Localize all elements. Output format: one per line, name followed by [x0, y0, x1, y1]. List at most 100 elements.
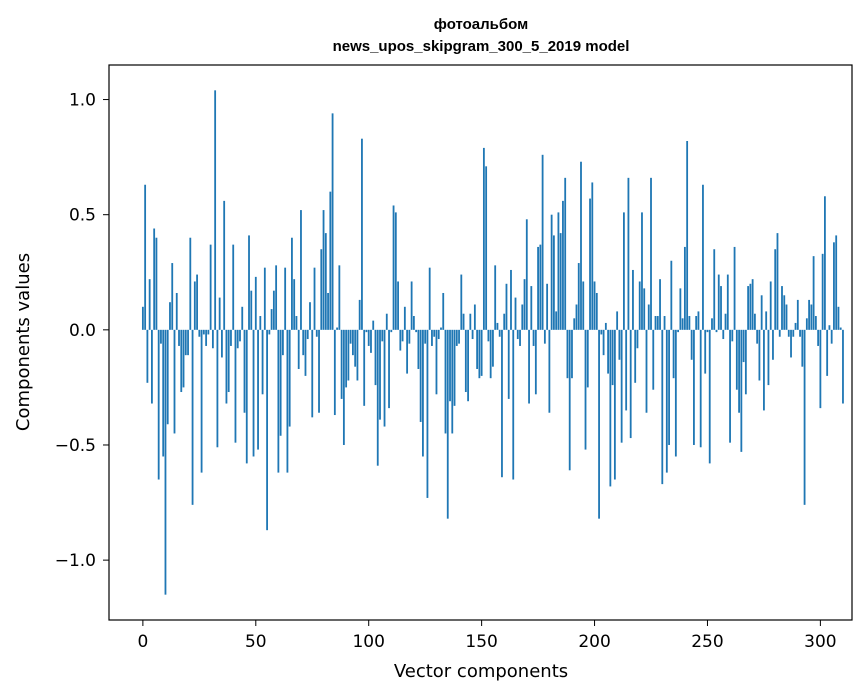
bar — [417, 329, 420, 369]
bar — [286, 329, 289, 473]
bar — [505, 283, 508, 330]
bar — [742, 329, 745, 363]
bar — [794, 322, 797, 330]
bar — [582, 281, 585, 330]
bar — [821, 253, 824, 330]
bar — [268, 329, 271, 335]
bar — [593, 281, 596, 330]
bar — [720, 286, 722, 330]
bar — [591, 182, 594, 330]
bar — [808, 299, 810, 330]
bar — [374, 329, 377, 386]
bar — [397, 281, 399, 330]
bar — [837, 306, 840, 330]
bar — [333, 329, 336, 416]
bar — [354, 329, 357, 367]
bar — [613, 329, 616, 480]
bar — [207, 329, 210, 335]
bar — [225, 329, 228, 404]
bar — [356, 329, 359, 381]
bar — [575, 304, 578, 330]
bar — [313, 267, 316, 330]
bar — [205, 329, 208, 346]
bar — [487, 329, 490, 342]
bar — [173, 329, 176, 434]
bar — [602, 329, 605, 356]
bar — [706, 329, 709, 333]
bar — [769, 281, 772, 330]
bar — [634, 329, 637, 383]
bar — [665, 329, 668, 473]
bar — [202, 329, 205, 335]
bar — [783, 295, 786, 330]
bar — [514, 297, 517, 330]
bar — [297, 329, 300, 369]
bar — [462, 313, 465, 330]
bar — [503, 313, 506, 330]
bar — [681, 318, 684, 330]
bar — [552, 235, 555, 330]
bar — [620, 329, 623, 443]
bar — [787, 329, 790, 337]
bar — [358, 299, 361, 330]
bar — [390, 329, 393, 333]
bar — [530, 286, 533, 330]
bar — [144, 184, 147, 330]
bar — [772, 329, 774, 360]
bar — [279, 329, 282, 436]
bar — [744, 329, 747, 395]
bar — [810, 304, 813, 330]
bar — [311, 329, 314, 418]
bar — [516, 329, 519, 340]
bar — [672, 329, 675, 379]
bar — [708, 329, 711, 464]
bar — [175, 292, 178, 330]
x-tick-label: 0 — [137, 632, 148, 652]
bar — [473, 304, 476, 330]
bar — [435, 329, 438, 395]
bar — [198, 329, 201, 337]
bar — [564, 177, 567, 330]
bar — [523, 279, 526, 330]
bar — [234, 329, 237, 443]
bar — [580, 161, 582, 330]
bar — [345, 329, 348, 388]
bar — [403, 306, 406, 330]
x-axis-ticks: 0 50 100 150 200 250 300 — [137, 620, 837, 652]
bar — [532, 329, 535, 346]
bar — [674, 329, 677, 457]
chart-title-line2: news_upos_skipgram_300_5_2019 model — [333, 38, 630, 55]
bar — [801, 329, 804, 367]
bar — [469, 313, 472, 330]
bar — [184, 329, 187, 356]
bar — [449, 329, 451, 402]
bar — [446, 329, 449, 519]
bar — [796, 299, 799, 330]
bar — [471, 329, 474, 340]
bar — [410, 281, 413, 330]
bar — [379, 329, 381, 420]
bar — [654, 316, 657, 330]
bar — [814, 316, 817, 330]
bar — [182, 329, 185, 388]
bar — [433, 329, 436, 337]
bar — [442, 292, 445, 330]
x-tick-label: 200 — [578, 632, 610, 652]
bar — [209, 244, 212, 330]
bar — [385, 313, 388, 330]
bar — [557, 212, 560, 330]
bar — [196, 274, 198, 330]
bar — [607, 329, 609, 374]
bar — [812, 256, 815, 330]
bar — [329, 191, 332, 330]
bar — [636, 329, 639, 349]
y-axis-label: Components values — [13, 253, 34, 431]
bar — [528, 329, 530, 404]
bar — [489, 329, 492, 379]
bar — [399, 329, 402, 351]
bar — [512, 329, 515, 480]
bar — [193, 281, 196, 330]
bar — [401, 329, 404, 342]
bar — [270, 309, 273, 330]
bar — [464, 329, 467, 393]
